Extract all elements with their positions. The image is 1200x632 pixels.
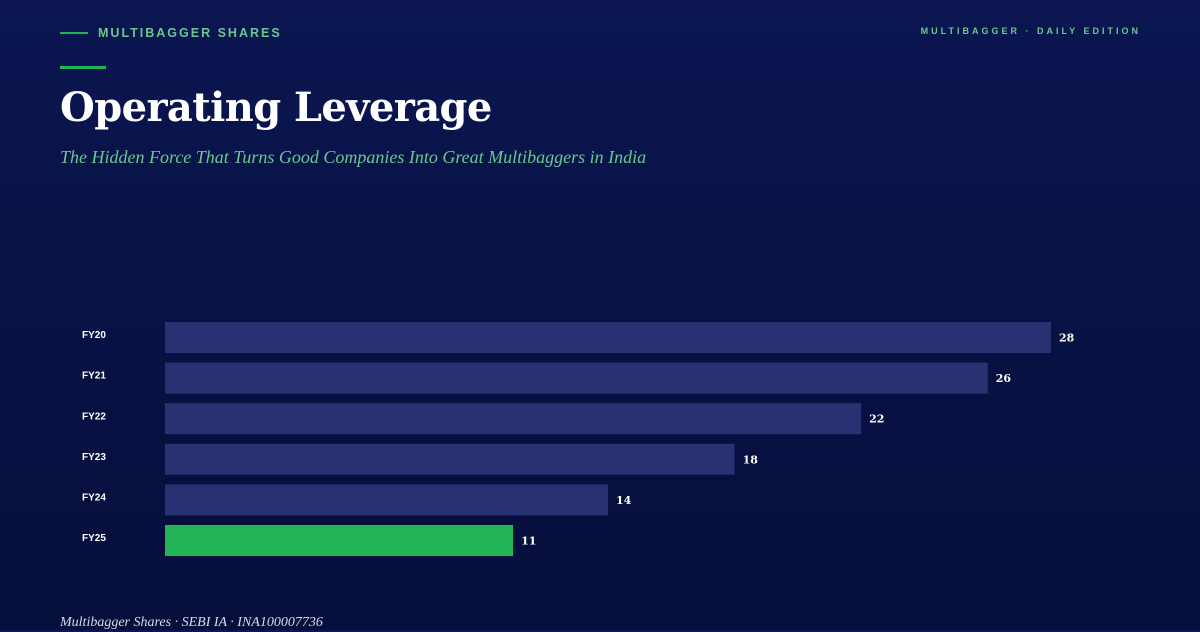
value-label-fy23: 18 <box>743 453 759 466</box>
category-label-fy20: FY20 <box>82 330 106 341</box>
brand-header: MULTIBAGGER SHARES <box>60 25 282 41</box>
edition-label: MULTIBAGGER · DAILY EDITION <box>920 26 1141 36</box>
value-label-fy24: 14 <box>616 494 632 507</box>
title-accent-bar <box>60 66 106 69</box>
bar-fy20 <box>165 322 1051 353</box>
bar-fy25 <box>165 525 514 556</box>
value-label-fy20: 28 <box>1059 332 1075 345</box>
category-label-fy22: FY22 <box>82 411 106 422</box>
category-label-fy25: FY25 <box>82 533 106 544</box>
value-label-fy22: 22 <box>869 413 884 426</box>
category-label-fy21: FY21 <box>82 371 106 382</box>
bar-fy24 <box>165 484 608 516</box>
footer-credit: Multibagger Shares · SEBI IA · INA100007… <box>60 615 323 630</box>
value-label-fy25: 11 <box>521 535 536 548</box>
brand-dash <box>60 32 88 34</box>
page-title: Operating Leverage <box>60 84 492 131</box>
value-label-fy21: 26 <box>996 372 1012 385</box>
bar-fy21 <box>165 362 988 394</box>
page-subtitle: The Hidden Force That Turns Good Compani… <box>60 147 647 167</box>
brand-name: MULTIBAGGER SHARES <box>98 26 282 40</box>
bar-fy23 <box>165 443 735 475</box>
category-label-fy24: FY24 <box>82 493 106 504</box>
bar-fy22 <box>165 403 862 435</box>
category-label-fy23: FY23 <box>82 452 106 463</box>
